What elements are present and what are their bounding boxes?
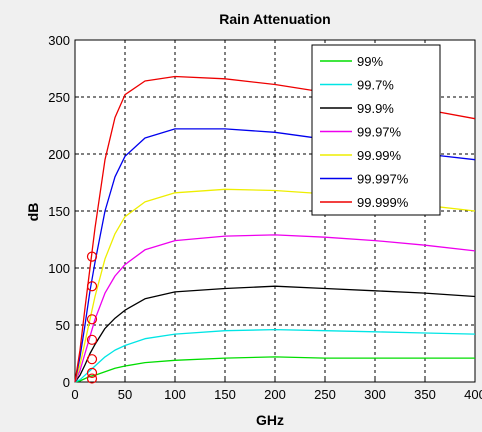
y-tick-label: 300 (48, 33, 70, 48)
legend-label-5: 99.997% (357, 172, 409, 187)
y-axis-label: dB (25, 203, 41, 222)
axis-ticks: 0 50 100 150 200 250 300 350 400 0 50 100 150 200 250 3… (48, 33, 482, 402)
x-tick-label: 350 (414, 387, 436, 402)
grid-lines (75, 40, 475, 382)
legend-label-0: 99% (357, 54, 383, 69)
x-axis-label: GHz (256, 412, 284, 428)
chart-title: Rain Attenuation (219, 11, 330, 27)
x-tick-label: 50 (118, 387, 132, 402)
y-tick-label: 250 (48, 90, 70, 105)
circle-marker-3 (86, 334, 98, 345)
x-tick-label: 400 (464, 387, 482, 402)
x-tick-label: 200 (264, 387, 286, 402)
legend-label-2: 99.9% (357, 101, 394, 116)
y-tick-label: 150 (48, 204, 70, 219)
legend-label-4: 99.99% (357, 148, 402, 163)
x-tick-label: 150 (214, 387, 236, 402)
y-tick-label: 0 (63, 375, 70, 390)
legend: 99% 99.7% 99.9% 99.97% 99.99% 99.997% 99.999% (311, 44, 441, 216)
x-tick-label: 300 (364, 387, 386, 402)
circle-markers (86, 251, 98, 384)
circle-marker-2 (86, 354, 98, 365)
circle-marker-1 (86, 367, 98, 378)
legend-box (311, 44, 441, 216)
circle-marker-5 (86, 281, 98, 292)
y-tick-label: 50 (56, 318, 70, 333)
y-tick-label: 100 (48, 261, 70, 276)
circle-marker-4 (86, 314, 98, 325)
x-tick-label: 250 (314, 387, 336, 402)
legend-label-6: 99.999% (357, 195, 409, 210)
legend-label-1: 99.7% (357, 78, 394, 93)
y-tick-label: 200 (48, 147, 70, 162)
legend-label-3: 99.97% (357, 125, 402, 140)
circle-marker-6 (86, 251, 98, 262)
circle-marker-0 (86, 373, 98, 384)
x-tick-label: 100 (164, 387, 186, 402)
series-line-3 (74, 234, 476, 383)
x-tick-label: 0 (71, 387, 78, 402)
